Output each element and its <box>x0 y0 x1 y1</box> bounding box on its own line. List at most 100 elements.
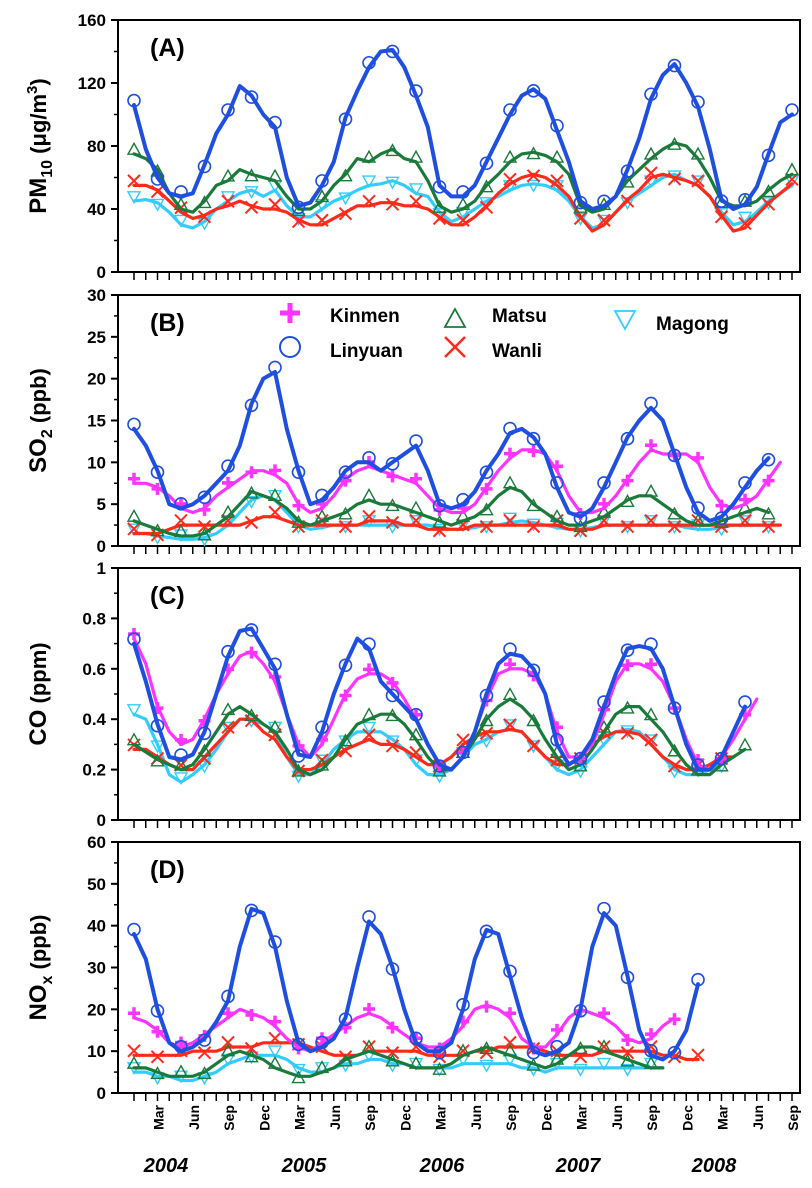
y-axis-label-unit: (ppb) <box>26 368 51 429</box>
data-point <box>432 514 447 528</box>
data-point <box>362 1039 376 1054</box>
panel-D: 0 10 20 30 40 50 60 NOx (ppb) (D) <box>25 833 801 1103</box>
data-point <box>409 513 423 528</box>
data-point <box>244 186 259 200</box>
data-point <box>245 1009 258 1022</box>
data-point <box>456 213 470 227</box>
data-point <box>150 198 165 212</box>
series-line-linyuan <box>132 47 794 211</box>
data-point <box>526 179 541 193</box>
data-point <box>620 1053 635 1067</box>
data-point <box>198 503 211 516</box>
data-point <box>667 448 682 463</box>
data-point <box>267 1055 283 1069</box>
data-point <box>479 521 494 535</box>
data-point <box>197 726 212 741</box>
data-point <box>432 498 447 513</box>
data-point <box>573 758 588 772</box>
data-point <box>174 497 188 511</box>
y-axis-label: NOx (ppb) <box>25 915 56 1021</box>
x-tick-label: Sep <box>503 1105 519 1131</box>
y-axis-label: PM10 (μg/m3) <box>24 78 56 213</box>
data-point <box>244 708 259 722</box>
data-point <box>127 93 141 108</box>
x-tick-label: Dec <box>397 1105 413 1131</box>
legend-label: Matsu <box>492 306 547 327</box>
data-point <box>385 708 400 722</box>
data-point <box>174 513 188 528</box>
data-point <box>667 172 682 186</box>
series-line-matsu <box>132 1045 665 1078</box>
data-point <box>338 465 353 480</box>
data-point <box>291 1063 306 1077</box>
series-markers-kinmen <box>128 439 775 521</box>
data-point <box>596 1057 612 1071</box>
legend-item-matsu: Matsu <box>443 306 547 328</box>
data-point <box>268 505 282 519</box>
data-point <box>526 146 541 160</box>
data-point <box>126 523 142 537</box>
data-point <box>197 210 212 224</box>
y-axis-label-main: CO <box>25 710 52 746</box>
data-point <box>596 504 612 518</box>
y-axis-label-unit: (ppm) <box>26 642 51 709</box>
data-point <box>432 1045 447 1060</box>
legend-marker <box>280 303 300 323</box>
data-point <box>502 149 518 163</box>
data-point <box>268 197 282 212</box>
data-point <box>761 521 776 535</box>
x-tick-label: Mar <box>574 1104 590 1129</box>
y-tick-label: 40 <box>87 200 106 219</box>
data-point <box>339 689 352 702</box>
data-point <box>173 214 189 228</box>
data-point <box>244 200 259 215</box>
x-tick-label: Jun <box>750 1105 766 1130</box>
data-point <box>597 901 611 916</box>
data-point <box>244 903 259 918</box>
series-group <box>126 360 782 547</box>
data-point <box>173 524 189 537</box>
series-line-linyuan <box>132 370 771 523</box>
x-tick-label: Mar <box>433 1104 449 1129</box>
data-point <box>526 169 541 183</box>
data-point <box>526 1045 541 1060</box>
data-point <box>127 174 141 188</box>
y-tick-label: 5 <box>97 495 106 514</box>
data-point <box>550 118 564 133</box>
panel-label: (A) <box>150 34 185 62</box>
y-tick-label: 160 <box>78 11 106 30</box>
data-point <box>314 757 330 771</box>
data-point <box>551 460 563 473</box>
data-point <box>643 483 659 497</box>
data-point <box>408 1055 424 1069</box>
data-point <box>644 166 658 180</box>
y-tick-label: 60 <box>87 833 106 852</box>
data-point <box>197 527 212 541</box>
data-point <box>362 194 376 209</box>
data-point <box>126 191 142 205</box>
data-point <box>761 452 776 467</box>
data-point <box>503 642 517 656</box>
data-point <box>432 199 447 213</box>
data-point <box>737 211 753 225</box>
data-point <box>502 719 518 733</box>
data-point <box>268 935 282 949</box>
data-point <box>643 515 659 529</box>
series-markers-wanli <box>127 166 799 231</box>
data-point <box>362 55 376 70</box>
data-point <box>503 103 517 117</box>
data-point <box>362 910 376 924</box>
data-point <box>503 421 517 436</box>
data-point <box>432 1061 447 1075</box>
data-point <box>363 663 375 676</box>
data-point <box>409 1031 423 1046</box>
data-point <box>526 431 541 446</box>
x-tick-label: Mar <box>292 1104 308 1129</box>
data-point <box>150 184 165 199</box>
y-tick-label: 0.6 <box>82 660 106 679</box>
data-point <box>643 1055 659 1069</box>
data-point <box>573 751 588 766</box>
data-point <box>362 637 376 651</box>
data-point <box>762 474 775 487</box>
data-point <box>339 474 352 487</box>
